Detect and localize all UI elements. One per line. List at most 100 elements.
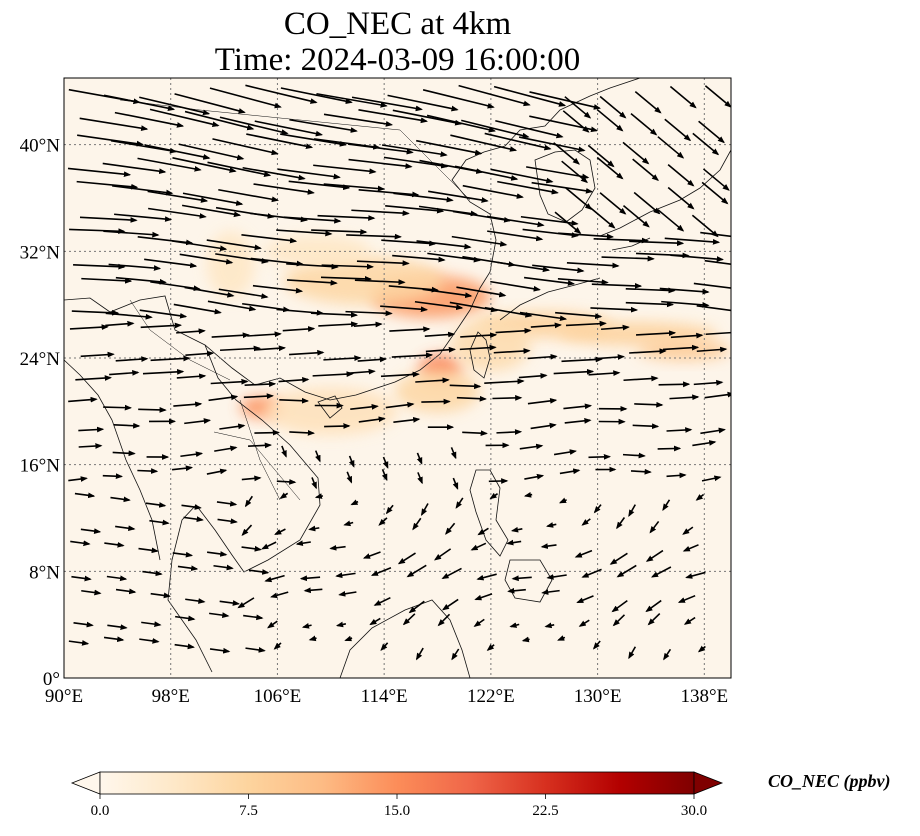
wind-arrow xyxy=(490,280,541,292)
wind-arrow xyxy=(426,114,496,133)
wind-arrow xyxy=(102,473,124,480)
wind-arrow xyxy=(495,327,532,334)
coastline-luzon xyxy=(469,469,509,557)
wind-arrow xyxy=(76,180,139,190)
wind-arrow xyxy=(173,303,222,315)
wind-arrow xyxy=(705,331,731,336)
wind-arrow xyxy=(115,356,149,363)
wind-arrow xyxy=(441,567,462,579)
wind-arrow xyxy=(210,378,249,385)
wind-arrow xyxy=(75,375,112,381)
wind-arrow xyxy=(459,344,497,351)
wind-arrow xyxy=(506,539,522,546)
wind-arrow xyxy=(392,109,463,126)
wind-arrow xyxy=(416,452,423,465)
wind-arrow xyxy=(350,403,379,411)
wind-arrow xyxy=(214,445,238,452)
wind-arrow xyxy=(278,377,310,383)
wind-arrow xyxy=(373,596,391,606)
wind-arrow xyxy=(241,233,298,244)
wind-arrow xyxy=(666,472,687,479)
wind-arrow xyxy=(667,186,695,210)
wind-arrow xyxy=(369,617,381,626)
wind-arrow xyxy=(616,517,626,530)
wind-arrow xyxy=(553,368,595,375)
wind-arrow xyxy=(184,110,255,131)
wind-arrow xyxy=(456,395,487,402)
colorbar-tick-label: 15.0 xyxy=(384,803,410,819)
wind-arrow xyxy=(662,344,700,351)
map-background xyxy=(64,78,731,678)
wind-arrow xyxy=(317,214,376,221)
wind-arrow xyxy=(530,422,557,430)
wind-arrow xyxy=(523,276,576,286)
wind-arrow xyxy=(546,522,557,528)
wind-arrow xyxy=(451,648,460,661)
wind-arrow xyxy=(250,257,304,267)
wind-arrow xyxy=(682,526,694,535)
wind-arrow xyxy=(587,144,615,168)
wind-arrow xyxy=(335,621,347,628)
wind-arrow xyxy=(524,473,545,480)
wind-arrow xyxy=(629,348,667,355)
wind-arrow xyxy=(588,454,612,460)
wind-arrow xyxy=(286,279,338,286)
wind-arrow xyxy=(601,324,630,331)
wind-arrow xyxy=(208,394,239,402)
wind-arrow xyxy=(314,450,321,463)
wind-arrow xyxy=(381,239,437,247)
coastline-korea xyxy=(534,149,596,223)
wind-arrow xyxy=(277,168,341,180)
wind-arrow xyxy=(523,491,533,498)
wind-arrow xyxy=(137,468,159,474)
wind-arrow xyxy=(321,263,375,270)
wind-arrow xyxy=(518,136,586,153)
wind-arrow xyxy=(114,111,185,128)
wind-arrow xyxy=(414,300,464,311)
wind-arrow xyxy=(397,552,416,565)
wind-arrow xyxy=(695,493,705,501)
wind-arrow xyxy=(353,321,383,328)
title-line-2: Time: 2024-03-09 16:00:00 xyxy=(214,42,581,78)
wind-arrow xyxy=(114,213,173,222)
wind-arrow xyxy=(698,120,725,144)
wind-arrow xyxy=(109,369,140,376)
wind-arrow xyxy=(445,522,456,535)
wind-arrow xyxy=(184,418,212,425)
wind-arrow xyxy=(406,564,427,578)
wind-arrow xyxy=(172,551,194,558)
wind-arrow xyxy=(593,237,649,244)
wind-arrow xyxy=(174,643,195,650)
wind-arrow xyxy=(308,525,320,532)
wind-arrow xyxy=(692,132,720,156)
wind-arrow xyxy=(693,379,724,386)
wind-arrow xyxy=(696,304,731,312)
y-tick-label: 24°N xyxy=(20,349,61,370)
wind-arrow xyxy=(185,598,206,604)
wind-arrow xyxy=(392,254,446,263)
wind-arrow xyxy=(428,190,489,203)
wind-arrow xyxy=(71,309,120,316)
wind-arrow xyxy=(574,549,593,558)
wind-arrow xyxy=(555,311,603,319)
wind-arrow xyxy=(682,544,699,552)
wind-arrow xyxy=(206,551,228,557)
wind-arrow xyxy=(546,574,567,580)
wind-arrow xyxy=(462,430,488,437)
x-axis-ticks: 90°E 98°E 106°E 114°E 122°E 130°E 138°E xyxy=(45,686,728,707)
wind-arrow xyxy=(112,184,174,196)
wind-arrow xyxy=(456,286,507,298)
wind-arrow xyxy=(289,118,358,133)
wind-arrow xyxy=(519,311,568,322)
title-line-1: CO_NEC at 4km xyxy=(283,6,512,42)
wind-arrow xyxy=(301,622,312,629)
wind-arrow xyxy=(370,566,392,577)
wind-arrow xyxy=(323,113,394,127)
wind-arrow xyxy=(73,621,94,628)
wind-arrow xyxy=(79,216,138,223)
wind-arrow xyxy=(174,93,246,114)
wind-arrow xyxy=(105,312,153,320)
wind-arrow xyxy=(280,87,353,104)
wind-arrow xyxy=(530,322,562,329)
